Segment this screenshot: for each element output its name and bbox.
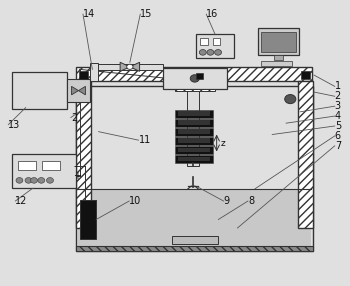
Bar xyxy=(78,189,311,245)
Circle shape xyxy=(127,64,133,69)
Bar xyxy=(200,38,208,45)
Text: +: + xyxy=(73,170,81,180)
Bar xyxy=(79,71,88,79)
Bar xyxy=(196,34,234,58)
Bar xyxy=(175,137,213,145)
Circle shape xyxy=(215,49,222,55)
Bar xyxy=(76,67,312,81)
Circle shape xyxy=(190,75,199,82)
Circle shape xyxy=(30,178,37,183)
Bar xyxy=(261,32,296,52)
Bar xyxy=(175,89,215,92)
Bar xyxy=(196,73,203,79)
Text: 15: 15 xyxy=(140,9,153,19)
Bar xyxy=(175,128,213,136)
Bar xyxy=(90,64,163,70)
Bar xyxy=(76,245,313,251)
Polygon shape xyxy=(130,62,140,71)
Text: 8: 8 xyxy=(248,196,254,206)
Bar xyxy=(12,72,67,109)
Bar xyxy=(79,200,96,239)
Text: -: - xyxy=(73,161,77,171)
Bar xyxy=(163,68,227,89)
Text: z: z xyxy=(220,138,225,148)
Bar xyxy=(212,38,220,45)
Circle shape xyxy=(199,49,206,55)
Polygon shape xyxy=(78,86,85,95)
Text: 1: 1 xyxy=(335,81,341,91)
Bar xyxy=(175,155,213,163)
Bar xyxy=(178,157,210,161)
Text: 13: 13 xyxy=(8,120,21,130)
Text: 11: 11 xyxy=(139,135,151,145)
Bar xyxy=(178,148,210,152)
Text: 5: 5 xyxy=(335,121,341,131)
Bar xyxy=(175,110,213,118)
Bar xyxy=(90,63,98,81)
Bar xyxy=(187,91,199,166)
Text: 14: 14 xyxy=(83,9,95,19)
Bar xyxy=(12,154,76,188)
Circle shape xyxy=(38,178,45,183)
Text: 4: 4 xyxy=(335,111,341,121)
Bar xyxy=(178,129,210,134)
Bar xyxy=(18,160,36,170)
Bar xyxy=(261,61,292,66)
Bar xyxy=(178,138,210,143)
Bar xyxy=(175,119,213,127)
Text: 2: 2 xyxy=(335,91,341,101)
Polygon shape xyxy=(120,62,130,71)
Text: 9: 9 xyxy=(224,196,230,206)
Circle shape xyxy=(285,95,296,104)
Bar xyxy=(274,55,284,60)
Circle shape xyxy=(16,178,23,183)
Bar xyxy=(301,71,310,79)
Bar xyxy=(178,120,210,125)
Circle shape xyxy=(207,49,214,55)
Bar xyxy=(76,81,91,228)
Text: 2: 2 xyxy=(71,112,77,122)
Bar xyxy=(42,160,61,170)
Text: 10: 10 xyxy=(129,196,141,206)
Text: 16: 16 xyxy=(206,9,218,19)
Circle shape xyxy=(47,178,54,183)
Bar xyxy=(175,146,213,154)
Text: 7: 7 xyxy=(335,141,341,151)
Bar xyxy=(76,86,313,251)
Text: 12: 12 xyxy=(15,196,28,206)
Bar xyxy=(298,81,313,228)
Bar xyxy=(172,237,218,244)
Bar xyxy=(178,111,210,116)
Circle shape xyxy=(25,178,32,183)
Text: 6: 6 xyxy=(335,131,341,141)
Bar xyxy=(66,79,90,102)
Bar xyxy=(258,28,299,55)
Polygon shape xyxy=(71,86,78,95)
Text: 3: 3 xyxy=(335,101,341,111)
